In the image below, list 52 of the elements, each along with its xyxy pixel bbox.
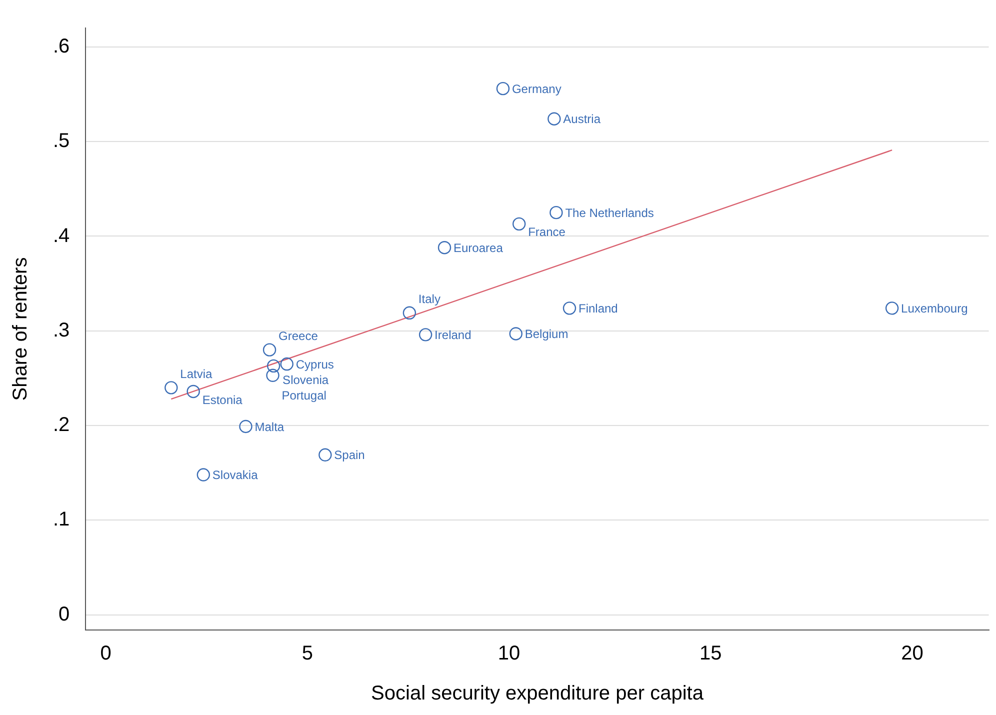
annotation: Greece bbox=[278, 329, 318, 344]
point bbox=[418, 328, 432, 342]
y-tick-label: .1 bbox=[52, 508, 70, 531]
point bbox=[318, 448, 332, 462]
annotation: Slovenia bbox=[282, 373, 329, 388]
annotation: Cyprus bbox=[296, 357, 334, 372]
point bbox=[164, 381, 178, 394]
y-tick-label: .4 bbox=[52, 224, 70, 247]
y-tick-label: .6 bbox=[52, 35, 70, 58]
point bbox=[438, 241, 452, 254]
annotation: Latvia bbox=[180, 367, 212, 381]
x-tick-label: 15 bbox=[699, 642, 722, 665]
annotation: The Netherlands bbox=[565, 206, 654, 220]
y-tick-label: .5 bbox=[52, 130, 70, 152]
point bbox=[266, 368, 280, 382]
point bbox=[496, 82, 510, 96]
annotation: Malta bbox=[254, 420, 284, 434]
annotation: Portugal bbox=[282, 388, 326, 403]
annotation: Finland bbox=[578, 301, 618, 316]
x-tick-label: 10 bbox=[498, 642, 520, 665]
annotation: Belgium bbox=[524, 327, 568, 342]
y-tick-label: .3 bbox=[52, 319, 70, 342]
point bbox=[186, 384, 200, 398]
point bbox=[550, 206, 563, 220]
point bbox=[885, 302, 899, 315]
annotation: Estonia bbox=[202, 392, 243, 407]
annotation: Germany bbox=[512, 82, 562, 96]
point bbox=[196, 468, 210, 482]
annotation: Spain bbox=[334, 448, 365, 462]
annotation: Luxembourg bbox=[901, 301, 968, 316]
point bbox=[562, 302, 576, 315]
annotation: Euroarea bbox=[454, 240, 504, 255]
annotation: France bbox=[528, 225, 566, 240]
y-tick-label: 0 bbox=[58, 603, 70, 626]
point bbox=[512, 217, 526, 231]
x-tick-label: 0 bbox=[100, 642, 112, 665]
point bbox=[280, 357, 294, 371]
x-tick-label: 20 bbox=[901, 642, 924, 665]
point bbox=[262, 343, 276, 356]
x-axis-title: Social security expenditure per capita bbox=[371, 682, 704, 705]
y-axis-title: Share of renters bbox=[10, 257, 32, 401]
annotation: Slovakia bbox=[212, 468, 258, 482]
annotation: Italy bbox=[418, 292, 440, 306]
y-tick-label: .2 bbox=[52, 414, 70, 436]
annotation: Austria bbox=[563, 112, 601, 126]
point bbox=[266, 359, 280, 373]
annotation: Ireland bbox=[434, 328, 472, 342]
point bbox=[509, 327, 522, 340]
point bbox=[402, 306, 416, 320]
point bbox=[239, 420, 252, 434]
x-tick-label: 5 bbox=[302, 642, 313, 665]
point bbox=[548, 112, 561, 126]
